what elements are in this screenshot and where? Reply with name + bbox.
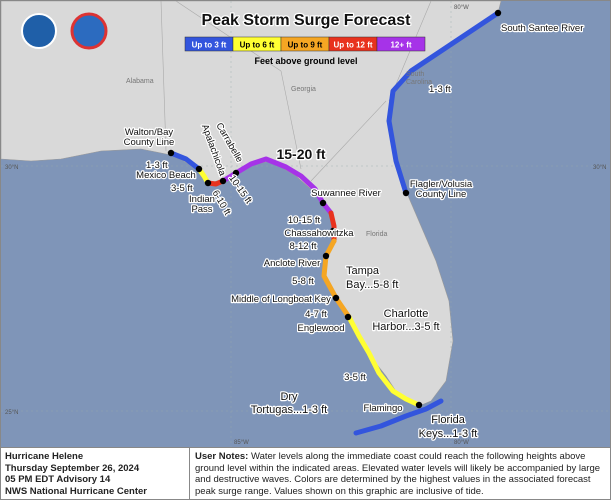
- storm-info: Hurricane Helene Thursday September 26, …: [1, 448, 190, 500]
- point: [319, 199, 327, 207]
- map-label: 4-7 ft: [305, 309, 327, 320]
- map-label: County Line: [416, 189, 467, 200]
- legend-label: Up to 3 ft: [192, 41, 227, 50]
- surge-segment: [328, 210, 337, 244]
- state-label: South Carolina: [406, 71, 432, 86]
- point: [195, 165, 203, 173]
- map-label: South Santee River: [501, 23, 583, 34]
- grid-label: 30°N: [5, 165, 18, 171]
- surge-segment: [168, 150, 202, 172]
- map-label: Charlotte: [384, 308, 429, 320]
- map-label: Mexico Beach: [136, 170, 196, 181]
- map-label: Chassahowitzka: [284, 228, 354, 239]
- map-label: 5-8 ft: [292, 276, 314, 287]
- notes-title: User Notes:: [195, 451, 249, 462]
- grid-label: 30°N: [593, 165, 606, 171]
- map-label: Harbor...3-5 ft: [372, 321, 439, 333]
- map-label: Walton/Bay: [125, 127, 173, 138]
- map: Peak Storm Surge Forecast Up to 3 ft Up t…: [0, 0, 610, 447]
- grid-label: 85°W: [234, 440, 249, 446]
- map-label: Flagler/Volusia: [410, 179, 473, 190]
- map-label: 10-15 ft: [288, 215, 321, 226]
- map-label: 15-20 ft: [276, 146, 325, 162]
- footer: Hurricane Helene Thursday September 26, …: [1, 447, 610, 500]
- point: [494, 9, 502, 17]
- state-label: Alabama: [126, 78, 154, 85]
- map-label: Flamingo: [363, 403, 402, 414]
- surge-segment: [220, 156, 334, 216]
- map-label: Indian: [189, 194, 215, 205]
- map-label: Anclote River: [264, 258, 321, 269]
- map-label: Keys...1-3 ft: [419, 428, 478, 440]
- map-label: Florida: [431, 414, 466, 426]
- map-label: 8-12 ft: [290, 241, 317, 252]
- legend-label: Up to 9 ft: [288, 41, 323, 50]
- info-line: Hurricane Helene: [5, 451, 84, 462]
- point: [232, 169, 240, 177]
- legend-caption: Feet above ground level: [254, 56, 357, 66]
- surge-segment: [346, 314, 422, 408]
- surge-segment: [321, 238, 352, 320]
- map-label: 1-3 ft: [146, 160, 168, 171]
- info-line: 05 PM EDT Advisory 14: [5, 474, 111, 485]
- map-label: Middle of Longboat Key: [231, 294, 331, 305]
- grid-label: 25°N: [5, 410, 18, 416]
- point: [344, 313, 352, 321]
- point: [219, 177, 227, 185]
- nws-logo: [70, 12, 108, 50]
- legend-label: Up to 12 ft: [333, 41, 372, 50]
- state-label: Georgia: [291, 86, 316, 93]
- notes-text: Water levels along the immediate coast c…: [195, 451, 601, 497]
- map-label: County Line: [124, 137, 175, 148]
- map-label: Pass: [191, 204, 212, 215]
- state-borders: [160, 0, 432, 182]
- info-line: Thursday September 26, 2024: [5, 462, 140, 474]
- surge-segment: [386, 10, 501, 196]
- surge-segment: [353, 398, 444, 436]
- point: [322, 252, 330, 260]
- map-label: Englewood: [297, 323, 344, 334]
- legend-label: 12+ ft: [390, 41, 411, 50]
- map-label: Bay...5-8 ft: [346, 279, 398, 291]
- grid-label: 80°W: [454, 5, 469, 11]
- point: [415, 401, 423, 409]
- point: [204, 179, 212, 187]
- map-label: 3-5 ft: [344, 372, 366, 383]
- noaa-logo: [21, 13, 57, 49]
- map-label: Suwannee River: [311, 188, 381, 199]
- legend-swatch: [376, 36, 426, 52]
- map-label: 1-3 ft: [429, 84, 451, 95]
- map-label: Dry: [280, 391, 298, 403]
- map-label: Tampa: [346, 265, 380, 277]
- map-label: 3-5 ft: [171, 183, 193, 194]
- info-line: NWS National Hurricane Center: [5, 485, 147, 497]
- point: [402, 189, 410, 197]
- legend-label: Up to 6 ft: [240, 41, 275, 50]
- legend: Up to 3 ft Up to 6 ft Up to 9 ft Up to 12 f…: [184, 36, 426, 52]
- title: Peak Storm Surge Forecast: [202, 12, 412, 29]
- state-label: Florida: [366, 231, 388, 238]
- map-label: Tortugas...1-3 ft: [251, 404, 327, 416]
- point: [167, 149, 175, 157]
- point: [329, 227, 337, 235]
- points: [167, 9, 502, 409]
- grid-label: 80°W: [454, 440, 469, 446]
- user-notes: User Notes: Water levels along the immed…: [190, 448, 610, 500]
- point: [332, 294, 340, 302]
